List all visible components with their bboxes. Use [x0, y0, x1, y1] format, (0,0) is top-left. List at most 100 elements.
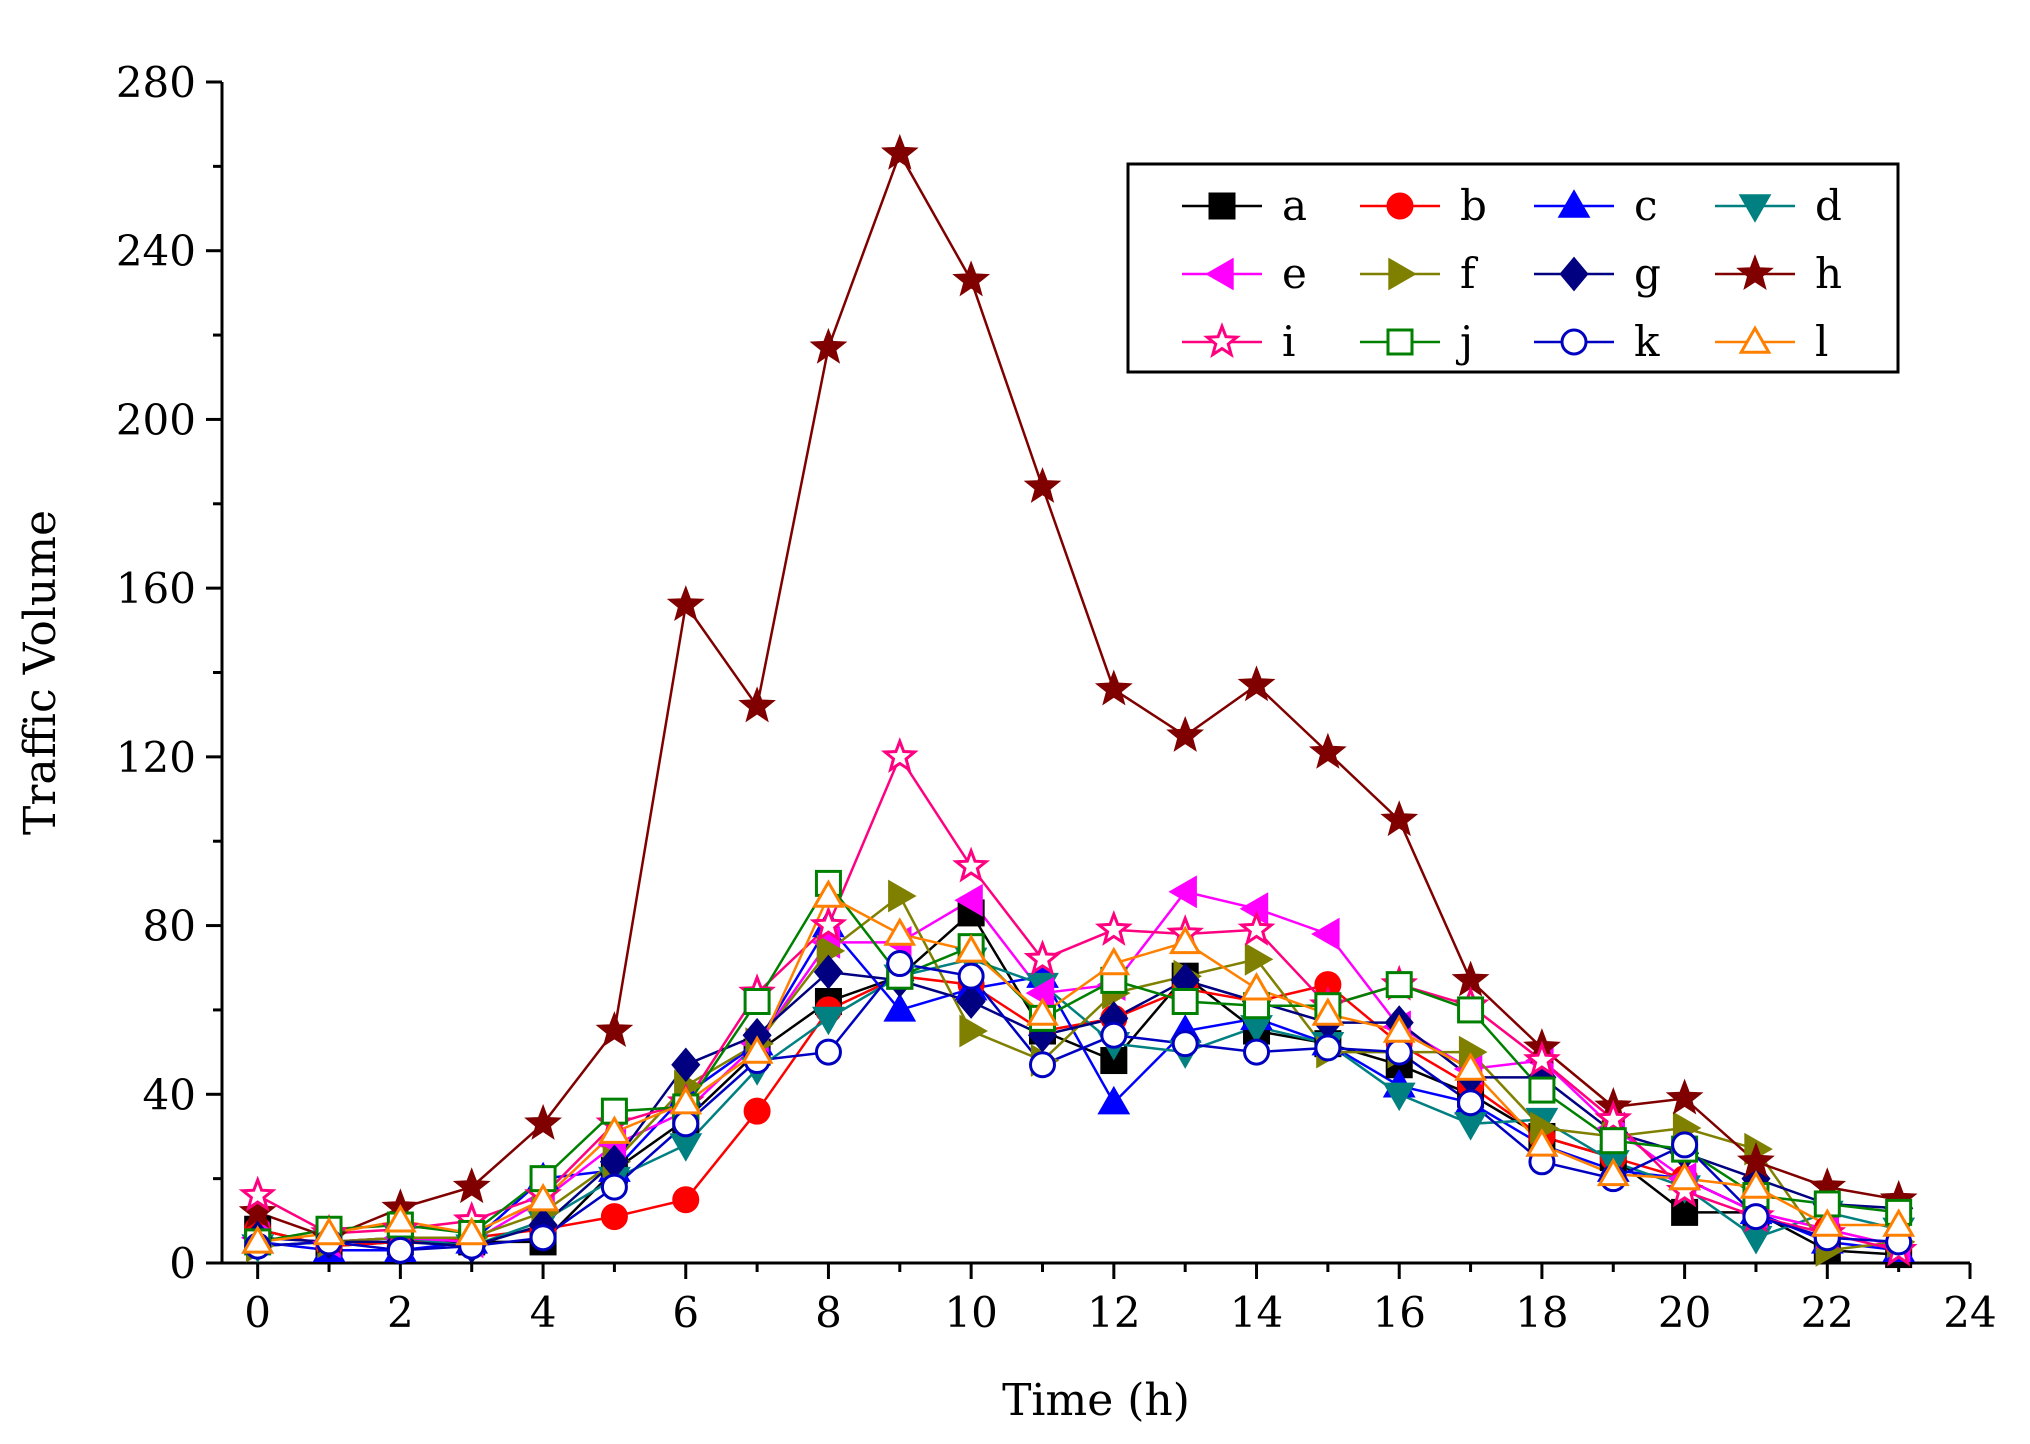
data-point-h — [1166, 715, 1205, 752]
data-point-h — [1237, 665, 1276, 702]
data-point-l — [598, 1115, 631, 1144]
data-point-h — [738, 686, 776, 723]
data-point-h — [809, 327, 848, 364]
data-point-k — [386, 1236, 414, 1264]
data-point-k — [1100, 1021, 1128, 1049]
data-point-k — [672, 1110, 700, 1138]
legend-label-k: k — [1634, 317, 1660, 366]
data-point-k — [1457, 1089, 1485, 1117]
data-point-h — [452, 1167, 491, 1204]
data-point-j — [1171, 987, 1199, 1015]
legend-marker-c — [1557, 189, 1591, 218]
data-point-h — [1094, 669, 1133, 706]
data-point-h — [524, 1103, 562, 1140]
data-point-j — [1457, 996, 1485, 1024]
legend-label-h: h — [1815, 249, 1842, 298]
legend-marker-h — [1736, 254, 1774, 291]
data-point-h — [1023, 467, 1062, 503]
data-point-l — [740, 1035, 774, 1064]
y-tick-label: 200 — [116, 395, 196, 444]
data-point-l — [812, 879, 845, 908]
data-point-l — [1739, 1170, 1773, 1199]
data-point-k — [1671, 1131, 1699, 1159]
data-point-k — [600, 1173, 628, 1201]
data-point-l — [241, 1225, 275, 1254]
data-point-k — [957, 962, 985, 990]
data-point-l — [883, 917, 917, 946]
legend: a b c d e f g h i j k l — [1126, 162, 1900, 374]
data-point-l — [1810, 1208, 1844, 1237]
data-point-i — [1023, 939, 1062, 976]
x-tick-label: 2 — [387, 1288, 414, 1337]
data-point-j — [1528, 1076, 1556, 1104]
legend-label-d: d — [1815, 181, 1842, 230]
data-point-f — [1244, 942, 1274, 976]
data-point-i — [880, 737, 919, 773]
x-tick-label: 8 — [815, 1288, 842, 1337]
x-tick-label: 20 — [1658, 1288, 1711, 1337]
y-tick-label: 0 — [169, 1239, 196, 1288]
x-tick-label: 12 — [1087, 1288, 1140, 1337]
data-point-l — [1168, 925, 1202, 955]
legend-marker-l — [1738, 325, 1772, 354]
data-point-k — [1314, 1034, 1342, 1062]
data-point-i — [238, 1175, 277, 1212]
legend-marker-e — [1205, 257, 1234, 291]
data-point-k — [1171, 1030, 1199, 1058]
legend-label-a: a — [1282, 181, 1307, 230]
data-point-l — [1097, 946, 1131, 976]
data-point-e — [1168, 875, 1197, 909]
data-point-h — [1665, 1078, 1704, 1115]
data-point-j — [600, 1097, 628, 1125]
data-point-h — [1380, 800, 1419, 837]
data-point-e — [1025, 976, 1055, 1010]
data-point-i — [1094, 909, 1133, 946]
data-point-e — [1311, 917, 1340, 951]
data-point-e — [954, 883, 983, 917]
legend-marker-d — [1738, 194, 1772, 223]
data-point-l — [954, 934, 988, 963]
x-tick-label: 6 — [672, 1288, 699, 1337]
data-point-k — [1742, 1203, 1770, 1231]
data-point-k — [886, 950, 914, 978]
legend-label-f: f — [1460, 249, 1479, 298]
data-point-b — [672, 1186, 700, 1214]
x-axis-label: Time (h) — [1002, 1375, 1190, 1426]
data-point-h — [1737, 1141, 1775, 1178]
data-point-l — [1026, 997, 1059, 1026]
data-point-b — [600, 1203, 628, 1231]
data-point-l — [1311, 997, 1345, 1026]
legend-label-l: l — [1815, 317, 1828, 366]
data-point-l — [1668, 1161, 1701, 1191]
data-point-c — [1097, 1085, 1131, 1115]
data-point-d — [812, 1006, 845, 1036]
x-tick-label: 0 — [244, 1288, 271, 1337]
data-point-f — [888, 879, 917, 913]
data-point-k — [529, 1224, 557, 1252]
x-tick-label: 16 — [1372, 1288, 1425, 1337]
data-point-d — [1382, 1082, 1416, 1112]
data-point-k — [1028, 1051, 1056, 1079]
legend-label-e: e — [1282, 249, 1307, 298]
data-point-i — [809, 905, 848, 942]
data-point-k — [1243, 1038, 1271, 1066]
data-point-k — [1385, 1038, 1413, 1066]
x-tick-label: 10 — [944, 1288, 997, 1337]
data-point-h — [1308, 732, 1347, 769]
legend-marker-a — [1208, 192, 1236, 220]
x-tick-label: 14 — [1230, 1288, 1283, 1337]
data-point-j — [743, 987, 771, 1015]
legend-label-g: g — [1634, 249, 1661, 298]
data-point-g — [671, 1047, 701, 1083]
y-tick-label: 120 — [116, 733, 196, 782]
data-point-i — [1594, 1099, 1633, 1136]
x-tick-label: 22 — [1801, 1288, 1854, 1337]
data-point-g — [813, 954, 843, 990]
legend-label-j: j — [1455, 317, 1473, 366]
data-point-l — [1882, 1208, 1916, 1237]
data-point-j — [1599, 1127, 1627, 1155]
data-point-l — [1596, 1157, 1630, 1187]
legend-marker-k — [1560, 328, 1588, 356]
data-point-h — [238, 1192, 277, 1229]
data-point-l — [669, 1085, 703, 1115]
